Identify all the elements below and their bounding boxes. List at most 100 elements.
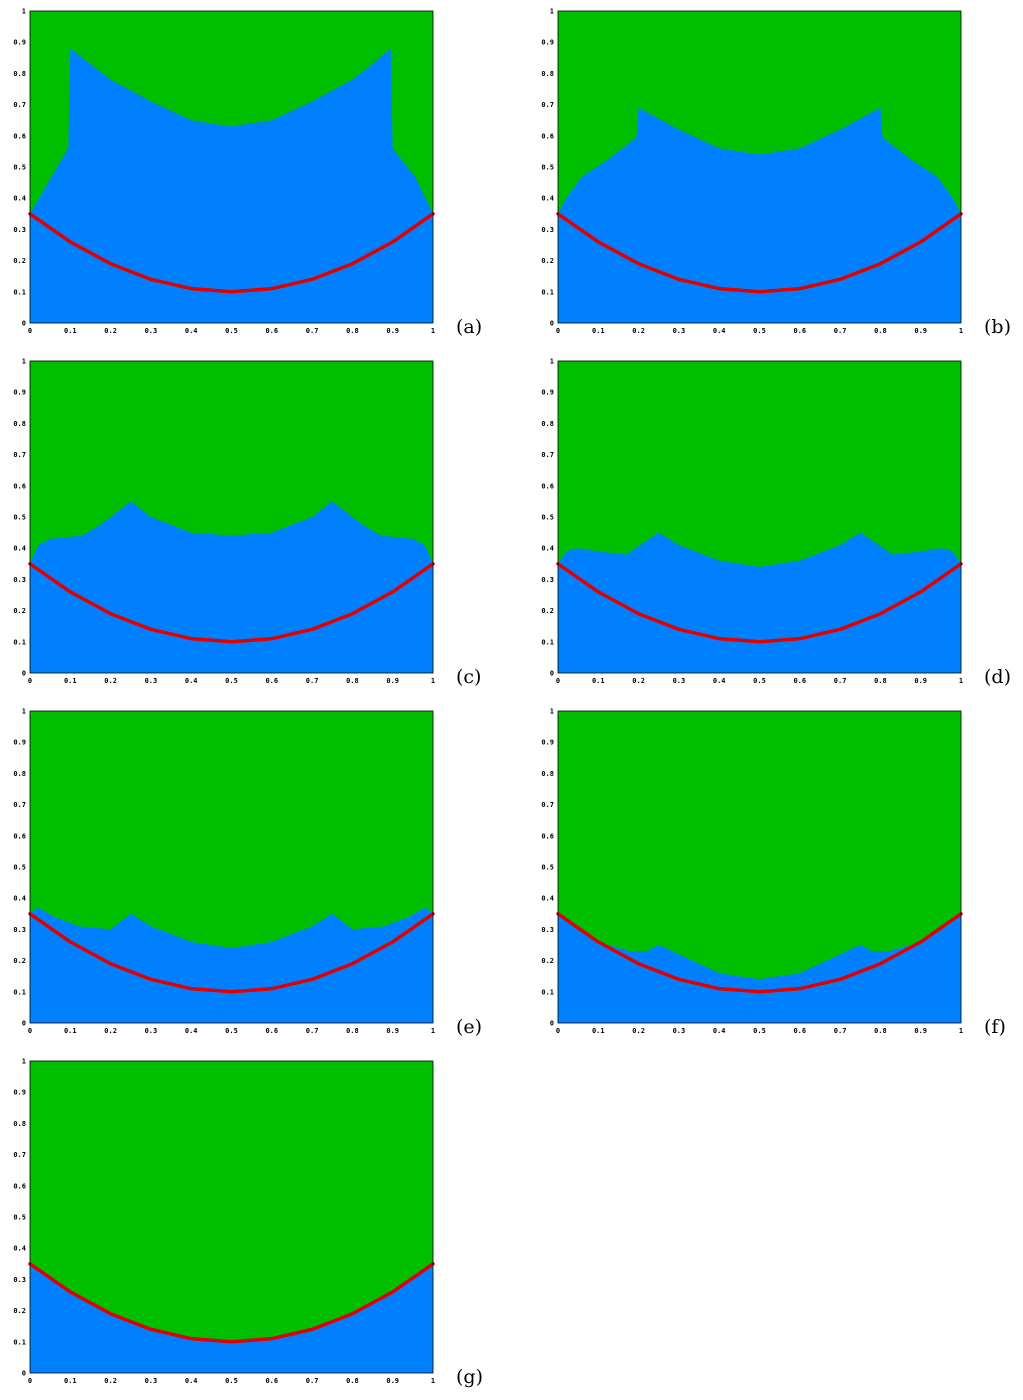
y-tick-label: 0.9 (13, 739, 26, 747)
x-tick-label: 0.3 (673, 327, 686, 335)
y-tick-label: 0 (550, 1020, 554, 1028)
lower-region (558, 532, 961, 673)
plot-svg: 0 0.1 0.2 0.3 0.4 0.5 0.6 0.7 0.8 0.9 1 0 0.1 0.2 0.3 0… (13, 1058, 435, 1386)
x-tick-label: 0.6 (265, 1027, 278, 1035)
x-tick-label: 0.7 (306, 1027, 319, 1035)
x-tick-label: 0.4 (713, 677, 726, 685)
y-tick-label: 0.2 (13, 257, 26, 265)
x-tick-label: 0.5 (225, 327, 238, 335)
y-tick-label: 0.3 (13, 926, 26, 934)
y-tick-label: 0.4 (541, 195, 554, 203)
y-tick-label: 0.1 (13, 288, 26, 296)
reference-curve (556, 912, 963, 994)
y-tick-label: 0.5 (541, 164, 554, 172)
y-tick-label: 0.4 (13, 1245, 26, 1253)
panel-label: (e) (456, 1016, 483, 1038)
y-tick-label: 1 (22, 1058, 26, 1066)
y-tick-label: 0.6 (541, 832, 554, 840)
x-tick-label: 0 (556, 677, 560, 685)
y-tick-label: 0.4 (13, 195, 26, 203)
reference-curve (28, 912, 435, 994)
y-tick-label: 1 (22, 8, 26, 16)
panel-d: 0 0.1 0.2 0.3 0.4 0.5 0.6 0.7 0.8 0.9 1 0 0.1 0.2 0.3 0… (528, 353, 971, 687)
y-tick-label: 0.7 (13, 101, 26, 109)
y-tick-label: 0.8 (541, 70, 554, 78)
x-tick-label: 0.8 (346, 1377, 359, 1385)
x-tick-label: 0.1 (592, 327, 605, 335)
reference-curve (28, 1262, 435, 1344)
panel-b: 0 0.1 0.2 0.3 0.4 0.5 0.6 0.7 0.8 0.9 1 0 0.1 0.2 0.3 0… (528, 3, 971, 337)
y-tick-label: 0 (550, 670, 554, 678)
y-tick-label: 0.3 (541, 926, 554, 934)
x-tick-label: 0.4 (185, 327, 198, 335)
y-tick-label: 0.2 (541, 957, 554, 965)
x-tick-label: 0.5 (753, 327, 766, 335)
x-tick-label: 1 (959, 1027, 963, 1035)
x-tick-label: 0.3 (673, 1027, 686, 1035)
y-tick-label: 1 (550, 358, 554, 366)
y-tick-label: 0.7 (541, 801, 554, 809)
y-tick-label: 0.9 (13, 39, 26, 47)
lower-region (30, 1263, 433, 1373)
x-tick-label: 0.3 (673, 677, 686, 685)
reference-curve (556, 212, 963, 294)
y-tick-label: 0.9 (541, 389, 554, 397)
x-tick-label: 0.4 (713, 327, 726, 335)
x-tick-label: 0.8 (874, 327, 887, 335)
x-tick-label: 0.2 (104, 327, 117, 335)
x-tick-label: 0.5 (225, 1027, 238, 1035)
x-tick-label: 0 (28, 1377, 32, 1385)
y-tick-label: 0.8 (541, 770, 554, 778)
y-tick-label: 0.6 (13, 832, 26, 840)
x-tick-label: 0.2 (632, 327, 645, 335)
x-tick-label: 0.1 (592, 677, 605, 685)
y-tick-label: 0 (22, 1370, 26, 1378)
y-tick-label: 0.2 (541, 257, 554, 265)
y-tick-label: 0.9 (13, 389, 26, 397)
x-tick-label: 0.9 (386, 1027, 399, 1035)
plot-frame (557, 710, 962, 1024)
y-tick-label: 0.8 (541, 420, 554, 428)
x-tick-label: 0.2 (104, 677, 117, 685)
x-tick-label: 0.4 (713, 1027, 726, 1035)
plot-frame (29, 10, 434, 324)
y-tick-label: 1 (550, 8, 554, 16)
lower-region (558, 913, 961, 1023)
panel-label: (a) (456, 316, 483, 338)
y-tick-label: 0.1 (13, 1338, 26, 1346)
y-tick-label: 0 (550, 320, 554, 328)
x-tick-label: 0.6 (793, 327, 806, 335)
y-tick-label: 0.5 (13, 514, 26, 522)
panel-label: (d) (984, 666, 1011, 688)
y-tick-label: 0.6 (541, 132, 554, 140)
x-tick-label: 0.9 (914, 677, 927, 685)
plot-svg: 0 0.1 0.2 0.3 0.4 0.5 0.6 0.7 0.8 0.9 1 0 0.1 0.2 0.3 0… (541, 358, 963, 686)
plot-svg: 0 0.1 0.2 0.3 0.4 0.5 0.6 0.7 0.8 0.9 1 0 0.1 0.2 0.3 0… (541, 8, 963, 336)
lower-region (558, 107, 961, 323)
x-tick-label: 0.5 (225, 677, 238, 685)
x-tick-label: 0.7 (306, 677, 319, 685)
y-tick-label: 0.8 (13, 420, 26, 428)
x-tick-label: 0.6 (793, 677, 806, 685)
x-tick-label: 1 (431, 327, 435, 335)
panel-label: (g) (456, 1366, 483, 1388)
y-tick-label: 0.3 (541, 576, 554, 584)
x-tick-label: 0.2 (632, 1027, 645, 1035)
y-tick-label: 0.4 (13, 895, 26, 903)
x-tick-label: 1 (431, 1377, 435, 1385)
y-tick-label: 0.9 (541, 39, 554, 47)
x-tick-label: 0.5 (225, 1377, 238, 1385)
panel-a: 0 0.1 0.2 0.3 0.4 0.5 0.6 0.7 0.8 0.9 1 0 0.1 0.2 0.3 0… (0, 3, 443, 337)
y-tick-label: 0.2 (13, 1307, 26, 1315)
x-tick-label: 0.1 (64, 327, 77, 335)
x-tick-label: 0.8 (346, 677, 359, 685)
x-tick-label: 0.9 (914, 1027, 927, 1035)
panel-label: (c) (456, 666, 482, 688)
x-tick-label: 0.4 (185, 677, 198, 685)
x-tick-label: 0 (28, 327, 32, 335)
y-tick-label: 0.2 (13, 957, 26, 965)
y-tick-label: 0.5 (13, 1214, 26, 1222)
x-tick-label: 0.9 (386, 677, 399, 685)
plot-frame (29, 710, 434, 1024)
y-tick-label: 0.5 (541, 864, 554, 872)
